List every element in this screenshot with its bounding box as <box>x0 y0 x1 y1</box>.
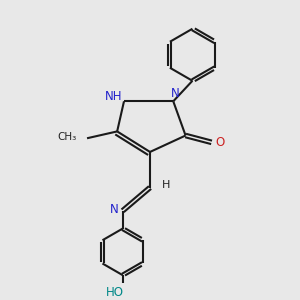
Text: N: N <box>171 87 180 100</box>
Text: H: H <box>161 180 170 190</box>
Text: HO: HO <box>105 286 123 299</box>
Text: CH₃: CH₃ <box>57 132 76 142</box>
Text: O: O <box>216 136 225 149</box>
Text: NH: NH <box>105 90 122 103</box>
Text: N: N <box>110 203 118 216</box>
